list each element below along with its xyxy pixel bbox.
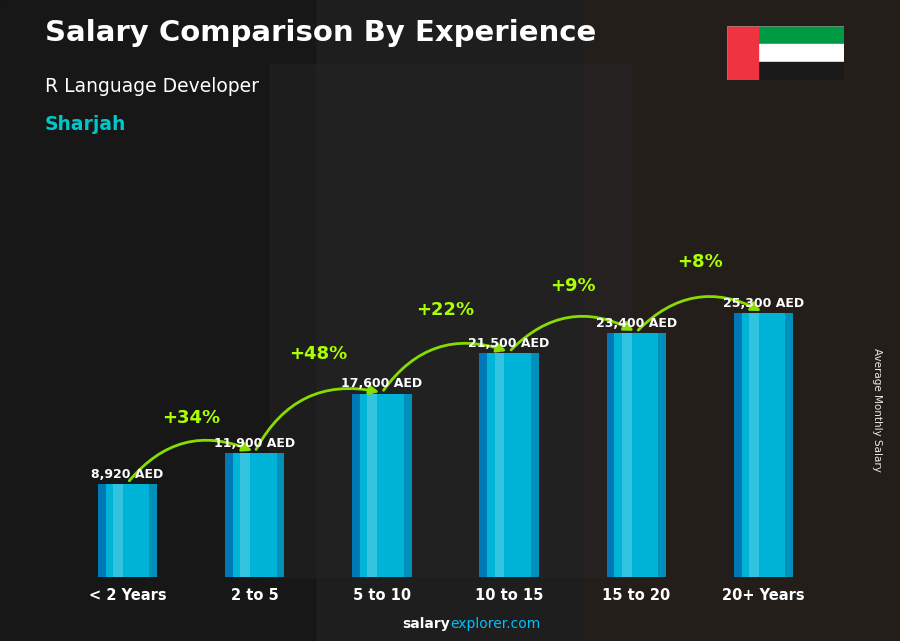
Bar (0, 0, 315, 641)
Bar (786, 313, 793, 577)
Text: 11,900 AED: 11,900 AED (214, 437, 295, 450)
Bar (360, 394, 404, 577)
Bar (622, 333, 632, 577)
Bar (225, 453, 233, 577)
Bar (494, 353, 505, 577)
Text: 21,500 AED: 21,500 AED (469, 337, 550, 350)
Bar (270, 64, 630, 577)
Bar (233, 453, 276, 577)
Text: +22%: +22% (417, 301, 474, 319)
Bar (149, 484, 158, 577)
Bar (487, 353, 531, 577)
Text: 17,600 AED: 17,600 AED (341, 378, 422, 390)
Text: R Language Developer: R Language Developer (45, 77, 259, 96)
Bar (367, 394, 377, 577)
Bar (734, 313, 742, 577)
Text: Sharjah: Sharjah (45, 115, 126, 135)
Bar (585, 0, 900, 641)
Bar (240, 453, 250, 577)
Text: +8%: +8% (677, 253, 723, 271)
Bar (98, 484, 105, 577)
Bar (727, 26, 758, 80)
Bar (531, 353, 539, 577)
Text: salary: salary (402, 617, 450, 631)
Bar (615, 333, 658, 577)
Bar (480, 353, 487, 577)
Bar (749, 313, 759, 577)
Bar (727, 26, 844, 44)
Bar (727, 62, 844, 80)
Bar (727, 44, 844, 62)
Text: Average Monthly Salary: Average Monthly Salary (872, 348, 883, 472)
Bar (742, 313, 786, 577)
Text: +48%: +48% (289, 345, 347, 363)
Text: 8,920 AED: 8,920 AED (92, 468, 164, 481)
Text: +34%: +34% (162, 409, 220, 427)
Bar (658, 333, 666, 577)
Text: 25,300 AED: 25,300 AED (723, 297, 804, 310)
Bar (404, 394, 411, 577)
Bar (352, 394, 360, 577)
Text: 23,400 AED: 23,400 AED (596, 317, 677, 330)
Bar (607, 333, 615, 577)
Text: Salary Comparison By Experience: Salary Comparison By Experience (45, 19, 596, 47)
Bar (276, 453, 284, 577)
Bar (113, 484, 123, 577)
Text: explorer.com: explorer.com (450, 617, 540, 631)
Bar (105, 484, 149, 577)
Text: +9%: +9% (550, 277, 596, 295)
